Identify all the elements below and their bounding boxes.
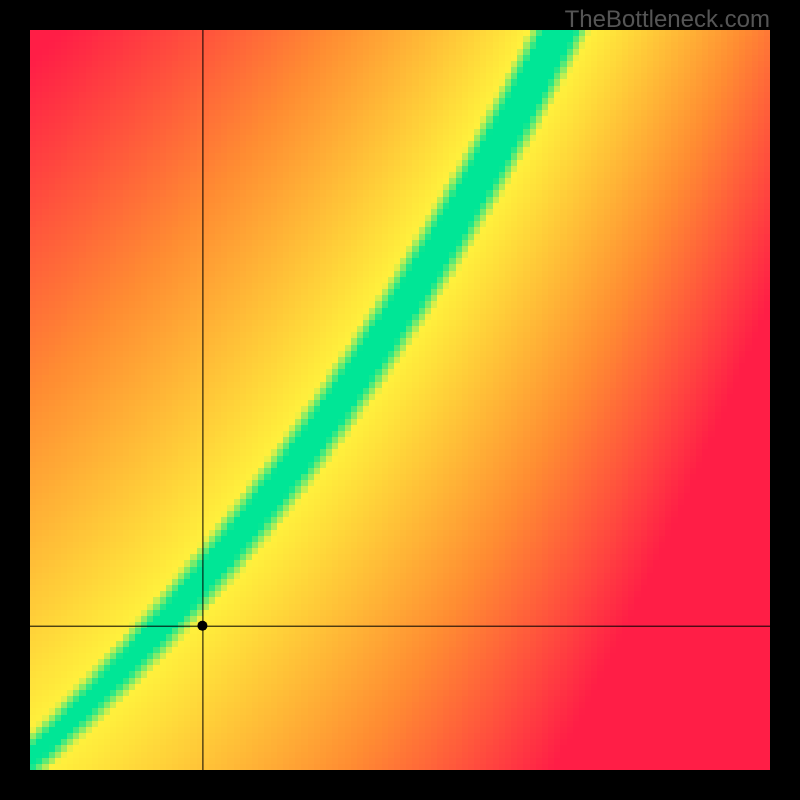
chart-container: TheBottleneck.com <box>0 0 800 800</box>
bottleneck-heatmap <box>0 0 800 800</box>
watermark-text: TheBottleneck.com <box>565 6 770 34</box>
